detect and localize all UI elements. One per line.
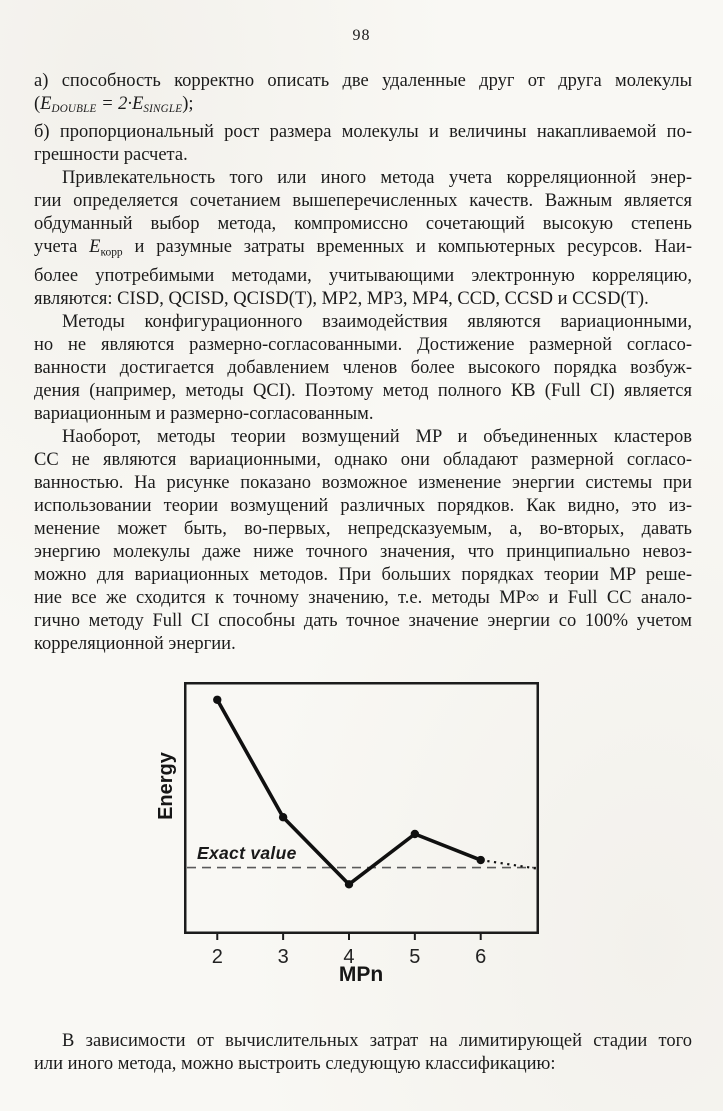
text-segment: гично методу Full CI способны дать точно…	[34, 610, 692, 631]
text-segment: и разумные затраты временных и компьютер…	[122, 237, 692, 258]
text-segment: Привлекательность того или иного метода …	[62, 168, 692, 189]
data-point	[278, 813, 288, 822]
x-axis-label: MPn	[338, 963, 384, 986]
text-line: энергию молекулы даже ниже точного значе…	[34, 541, 692, 564]
paragraph: б) пропорциональный рост размера молекул…	[34, 121, 692, 167]
paragraph: а) способность корректно описать две уда…	[34, 70, 692, 121]
data-point	[344, 880, 354, 889]
formula-segment: DOUBLE	[51, 103, 97, 116]
formula-segment: E	[132, 94, 144, 114]
text-line: CC не являются вариационными, однако они…	[34, 449, 692, 472]
paragraph: Привлекательность того или иного метода …	[34, 167, 692, 311]
text-line: Наоборот, методы теории возмущений MP и …	[34, 426, 692, 449]
body-text: а) способность корректно описать две уда…	[34, 70, 692, 656]
text-segment: можно для вариационных методов. При боль…	[34, 564, 692, 585]
text-line: дения (например, методы QCI). Поэтому ме…	[34, 380, 692, 403]
energy-series-line	[215, 697, 483, 887]
x-tick-label: 3	[277, 946, 289, 968]
text-segment: Методы конфигурационного взаимодействия …	[62, 311, 692, 332]
text-segment: ванностью. На рисунке показано возможное…	[34, 472, 692, 493]
x-tick-label: 4	[343, 946, 355, 968]
text-segment: гии определяется сочетанием вышеперечисл…	[34, 191, 692, 212]
text-segment: энергию молекулы даже ниже точного значе…	[34, 541, 692, 562]
text-segment: более употребимыми методами, учитывающим…	[34, 265, 692, 286]
text-line: гии определяется сочетанием вышеперечисл…	[34, 190, 692, 213]
chart-plot-area	[184, 682, 539, 940]
data-point	[213, 695, 222, 704]
dotted-convergence-line	[480, 858, 537, 870]
text-line: но не являются размерно-согласованными. …	[34, 334, 692, 357]
text-segment: вариационным и размерно-согласованным.	[34, 403, 374, 424]
data-point	[476, 855, 485, 865]
text-segment: CC не являются вариационными, однако они…	[34, 449, 692, 470]
text-line: обдуманный выбор метода, компромиссно со…	[34, 213, 692, 236]
text-line: а) способность корректно описать две уда…	[34, 70, 692, 93]
plot-frame	[184, 682, 539, 934]
page-number: 98	[352, 27, 371, 44]
text-segment: а) способность корректно описать две уда…	[34, 71, 692, 91]
paragraph: Наоборот, методы теории возмущений MP и …	[34, 426, 692, 656]
paragraph: Методы конфигурационного взаимодействия …	[34, 311, 692, 426]
formula-segment: = 2·	[96, 94, 133, 114]
text-segment: но не являются размерно-согласованными. …	[34, 334, 692, 355]
text-line: В зависимости от вычислительных затрат н…	[34, 1030, 692, 1053]
text-segment: дения (например, методы QCI). Поэтому ме…	[34, 380, 692, 401]
bottom-text: В зависимости от вычислительных затрат н…	[34, 1030, 692, 1076]
text-line: можно для вариационных методов. При боль…	[34, 564, 692, 587]
text-line: грешности расчета.	[34, 144, 692, 167]
paragraph: В зависимости от вычислительных затрат н…	[34, 1030, 692, 1076]
text-line: (EDOUBLE = 2·ESINGLE);	[34, 93, 692, 121]
text-line: ванности достигается добавлением членов …	[34, 357, 692, 380]
text-line: или иного метода, можно выстроить следую…	[34, 1053, 692, 1076]
text-line: учета Eкорр и разумные затраты временных…	[34, 236, 692, 265]
text-line: б) пропорциональный рост размера молекул…	[34, 121, 692, 144]
x-tick-label: 2	[211, 946, 223, 968]
text-line: ние все же сходится к точному значению, …	[34, 587, 692, 610]
text-segment: грешности расчета.	[34, 145, 188, 166]
text-line: гично методу Full CI способны дать точно…	[34, 610, 692, 633]
text-segment: использовании теории возмущений различны…	[34, 495, 692, 516]
text-line: более употребимыми методами, учитывающим…	[34, 265, 692, 288]
text-segment: (	[34, 94, 41, 114]
text-segment: или иного метода, можно выстроить следую…	[34, 1054, 556, 1074]
text-line: вариационным и размерно-согласованным.	[34, 403, 692, 426]
text-segment: ванности достигается добавлением членов …	[34, 357, 692, 378]
x-tick-label: 6	[475, 946, 487, 968]
text-segment: Наоборот, методы теории возмущений MP и …	[62, 426, 692, 447]
text-segment: ние все же сходится к точному значению, …	[34, 587, 692, 608]
text-segment: корреляционной энергии.	[34, 633, 236, 654]
y-axis-label: Energy	[155, 752, 177, 820]
text-segment: б) пропорциональный рост размера молекул…	[34, 122, 692, 143]
text-segment: обдуманный выбор метода, компромиссно со…	[34, 214, 692, 235]
formula-segment: E	[89, 237, 101, 258]
data-point	[410, 829, 420, 839]
text-segment: В зависимости от вычислительных затрат н…	[62, 1031, 692, 1051]
text-line: являются: CISD, QCISD, QCISD(T), MP2, MP…	[34, 288, 692, 311]
formula-segment: корр	[100, 246, 123, 259]
text-segment: учета	[34, 237, 90, 258]
text-line: корреляционной энергии.	[34, 633, 692, 656]
text-segment: являются: CISD, QCISD, QCISD(T), MP2, MP…	[34, 288, 649, 309]
text-line: Привлекательность того или иного метода …	[34, 167, 692, 190]
text-line: использовании теории возмущений различны…	[34, 495, 692, 518]
text-line: ванностью. На рисунке показано возможное…	[34, 472, 692, 495]
exact-value-label: Exact value	[197, 843, 297, 863]
text-line: Методы конфигурационного взаимодействия …	[34, 311, 692, 334]
x-tick-label: 5	[409, 946, 421, 968]
text-line: менение может быть, во-первых, непредска…	[34, 518, 692, 541]
text-segment: менение может быть, во-первых, непредска…	[34, 518, 692, 539]
formula-segment: E	[40, 94, 52, 114]
formula-segment: SINGLE	[143, 103, 183, 116]
text-segment: );	[182, 94, 194, 114]
